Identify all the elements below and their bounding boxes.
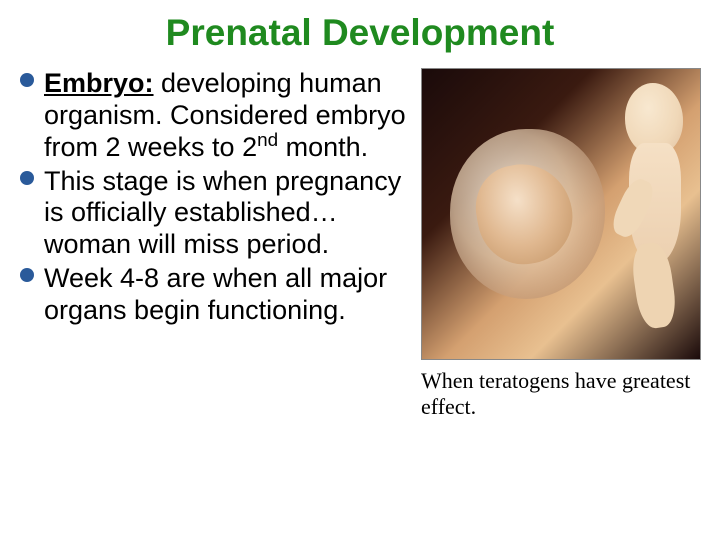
bullet-term-1: Embryo: <box>44 68 154 98</box>
bullet-text-1: Embryo: developing human organism. Consi… <box>44 68 413 164</box>
bullet-dot-icon <box>20 73 34 87</box>
fetus-leg-shape <box>629 241 678 330</box>
bullet-dot-icon <box>20 171 34 185</box>
bullet-item-3: Week 4-8 are when all major organs begin… <box>18 263 413 327</box>
text-column: Embryo: developing human organism. Consi… <box>18 68 413 421</box>
bullet-text-2: This stage is when pregnancy is official… <box>44 166 413 262</box>
bullet-text-3: Week 4-8 are when all major organs begin… <box>44 263 413 327</box>
embryo-image <box>421 68 701 360</box>
content-row: Embryo: developing human organism. Consi… <box>18 68 702 421</box>
bullet-list: Embryo: developing human organism. Consi… <box>18 68 413 327</box>
slide-container: Prenatal Development Embryo: developing … <box>0 0 720 540</box>
image-caption: When teratogens have greatest effect. <box>421 368 702 421</box>
slide-title: Prenatal Development <box>18 12 702 54</box>
bullet-dot-icon <box>20 268 34 282</box>
image-column: When teratogens have greatest effect. <box>421 68 702 421</box>
bullet-rest-3: Week 4-8 are when all major organs begin… <box>44 263 387 325</box>
bullet-item-2: This stage is when pregnancy is official… <box>18 166 413 262</box>
bullet-item-1: Embryo: developing human organism. Consi… <box>18 68 413 164</box>
bullet-rest-2: This stage is when pregnancy is official… <box>44 166 401 260</box>
fetus-shape <box>617 83 692 343</box>
